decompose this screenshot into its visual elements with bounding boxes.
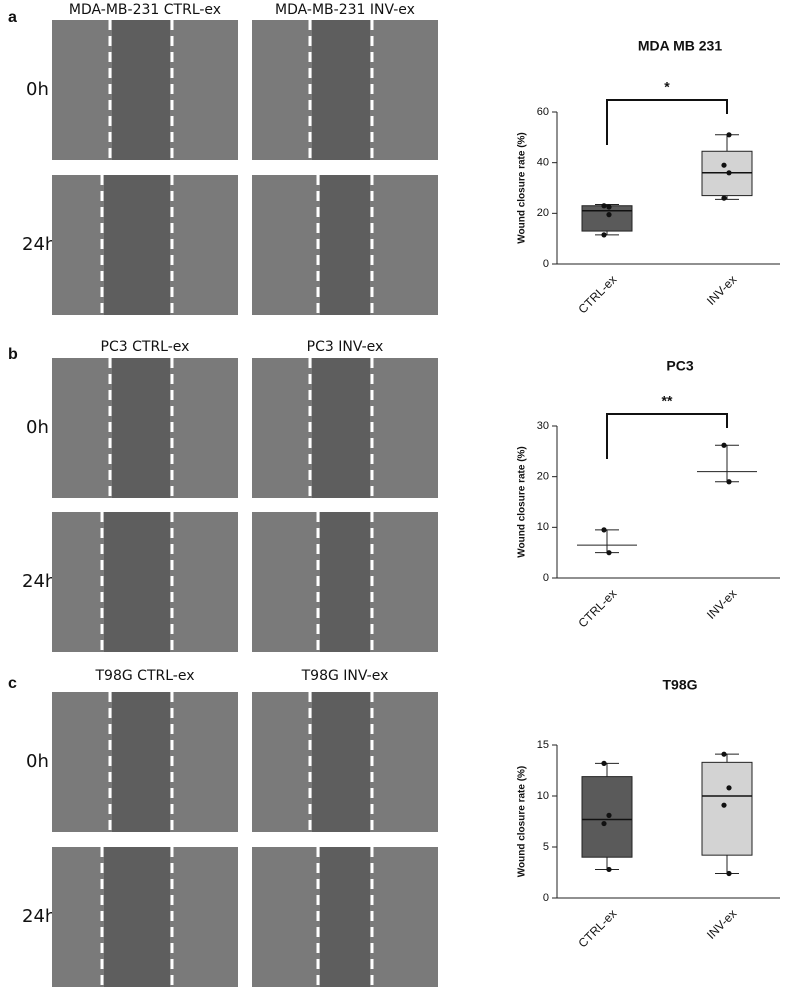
- y-axis-label: Wound closure rate (%): [517, 132, 528, 244]
- data-point: [721, 162, 727, 168]
- x-tick-label: CTRL-ex: [576, 272, 620, 316]
- data-point: [726, 785, 732, 791]
- y-tick-label: 0: [543, 258, 549, 270]
- y-tick-label: 0: [543, 572, 549, 584]
- y-tick-label: 60: [537, 106, 549, 118]
- data-point: [606, 812, 612, 818]
- wound-gap: [104, 175, 170, 315]
- y-axis-label: Wound closure rate (%): [517, 446, 528, 558]
- data-point: [726, 479, 732, 485]
- y-tick-label: 10: [537, 790, 549, 802]
- panel-label: b: [8, 346, 18, 363]
- time-label: 24h: [22, 234, 56, 255]
- time-label: 24h: [22, 571, 56, 592]
- wound-gap: [312, 358, 370, 498]
- y-tick-label: 10: [537, 521, 549, 533]
- x-tick-label: INV-ex: [704, 906, 739, 941]
- time-label: 0h: [26, 79, 49, 100]
- y-tick-label: 40: [537, 157, 549, 169]
- y-tick-label: 20: [537, 207, 549, 219]
- x-tick-label: INV-ex: [704, 586, 739, 621]
- significance-label: **: [662, 393, 673, 409]
- data-point: [606, 550, 612, 556]
- image-caption: T98G CTRL-ex: [95, 668, 195, 684]
- data-point: [721, 195, 727, 201]
- data-point: [726, 132, 732, 138]
- data-point: [606, 212, 612, 218]
- data-point: [606, 204, 612, 210]
- data-point: [721, 802, 727, 808]
- y-tick-label: 30: [537, 420, 549, 432]
- data-point: [601, 820, 607, 827]
- wound-gap: [112, 358, 170, 498]
- data-point: [721, 751, 727, 757]
- time-label: 24h: [22, 906, 56, 927]
- image-caption: PC3 CTRL-ex: [101, 339, 190, 355]
- image-caption: MDA-MB-231 INV-ex: [275, 2, 415, 18]
- y-tick-label: 20: [537, 471, 549, 483]
- time-label: 0h: [26, 417, 49, 438]
- significance-label: *: [664, 79, 670, 95]
- chart-title: PC3: [666, 358, 693, 374]
- data-point: [726, 870, 732, 877]
- y-tick-label: 15: [537, 739, 549, 751]
- image-caption: PC3 INV-ex: [307, 339, 384, 355]
- data-point: [726, 170, 732, 176]
- wound-gap: [320, 512, 370, 652]
- wound-gap: [312, 692, 370, 832]
- wound-gap: [112, 20, 170, 160]
- wound-gap: [312, 20, 370, 160]
- panel-label: a: [8, 9, 17, 26]
- time-label: 0h: [26, 751, 49, 772]
- y-tick-label: 5: [543, 841, 549, 853]
- data-point: [601, 203, 607, 209]
- wound-gap: [320, 175, 370, 315]
- y-tick-label: 0: [543, 892, 549, 904]
- panel-label: c: [8, 675, 17, 692]
- box: [581, 205, 633, 232]
- box: [701, 761, 753, 856]
- data-point: [601, 760, 607, 766]
- chart-title: T98G: [662, 677, 697, 693]
- significance-bracket: [606, 99, 728, 145]
- data-point: [601, 232, 607, 238]
- image-caption: MDA-MB-231 CTRL-ex: [69, 2, 221, 18]
- wound-gap: [104, 847, 170, 987]
- image-caption: T98G INV-ex: [301, 668, 389, 684]
- y-axis-label: Wound closure rate (%): [517, 766, 528, 878]
- data-point: [721, 442, 727, 448]
- data-point: [601, 527, 607, 533]
- x-tick-label: CTRL-ex: [576, 586, 620, 630]
- wound-gap: [104, 512, 170, 652]
- wound-gap: [320, 847, 370, 987]
- wound-gap: [112, 692, 170, 832]
- x-tick-label: INV-ex: [704, 272, 739, 307]
- data-point: [606, 866, 612, 873]
- significance-bracket: [606, 413, 728, 459]
- x-tick-label: CTRL-ex: [576, 906, 620, 950]
- chart-title: MDA MB 231: [638, 38, 722, 54]
